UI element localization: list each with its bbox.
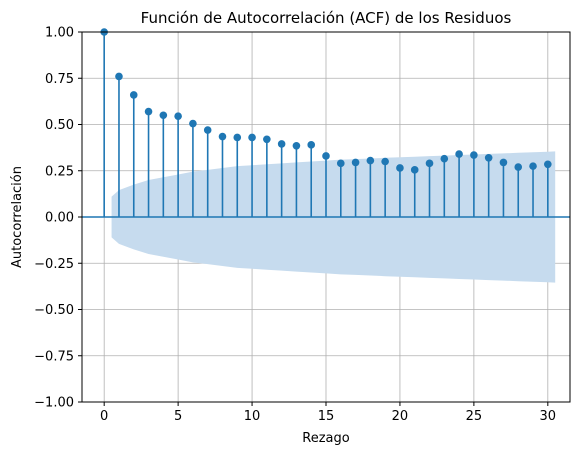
acf-point	[189, 119, 197, 128]
acf-point	[248, 133, 256, 142]
acf-point	[115, 72, 123, 81]
x-tick-label: 20	[392, 409, 409, 424]
x-tick-label: 15	[318, 409, 335, 424]
acf-point	[366, 156, 375, 165]
x-tick-label: 5	[174, 409, 182, 424]
acf-point	[499, 158, 508, 167]
acf-point	[322, 152, 330, 160]
chart-title: Función de Autocorrelación (ACF) de los …	[141, 9, 512, 27]
y-tick-label: 1.00	[45, 26, 74, 41]
y-tick-label: −0.50	[34, 303, 74, 318]
acf-point	[544, 160, 552, 169]
y-tick-label: −0.25	[34, 257, 74, 272]
acf-point	[351, 158, 360, 167]
acf-point	[470, 151, 478, 159]
acf-point	[455, 150, 463, 158]
x-axis-label: Rezago	[302, 431, 349, 446]
x-tick-label: 25	[466, 409, 483, 424]
acf-point	[277, 140, 286, 148]
acf-point	[514, 163, 523, 171]
acf-point	[144, 107, 153, 116]
acf-point	[129, 91, 138, 99]
acf-point	[410, 166, 419, 174]
y-tick-label: 0.50	[45, 118, 74, 133]
acf-point	[529, 162, 537, 170]
acf-point	[484, 154, 493, 162]
y-tick-label: −0.75	[34, 349, 74, 364]
y-tick-label: −1.00	[34, 396, 74, 411]
acf-point	[381, 157, 389, 166]
acf-point	[218, 132, 227, 141]
acf-point	[307, 141, 316, 149]
acf-point	[159, 111, 168, 120]
acf-point	[263, 135, 271, 144]
acf-point	[425, 159, 434, 168]
x-tick-label: 10	[244, 409, 261, 424]
ticks-layer: 0 5 10 15 20 25 30 −1.00 −0.75 −0.50 −0.25 0.00 0.25…	[34, 26, 556, 425]
x-tick-label: 30	[540, 409, 557, 424]
acf-point	[174, 112, 182, 120]
acf-point	[336, 159, 345, 168]
x-tick-label: 0	[100, 409, 108, 424]
y-axis-label: Autocorrelación	[10, 166, 25, 268]
y-tick-label: 0.00	[45, 211, 74, 226]
acf-point	[396, 164, 404, 172]
y-tick-label: 0.25	[45, 164, 74, 179]
acf-point	[440, 154, 449, 163]
acf-point	[292, 141, 301, 150]
acf-point	[203, 126, 212, 134]
y-tick-label: 0.75	[45, 72, 74, 87]
acf-point	[233, 133, 242, 142]
